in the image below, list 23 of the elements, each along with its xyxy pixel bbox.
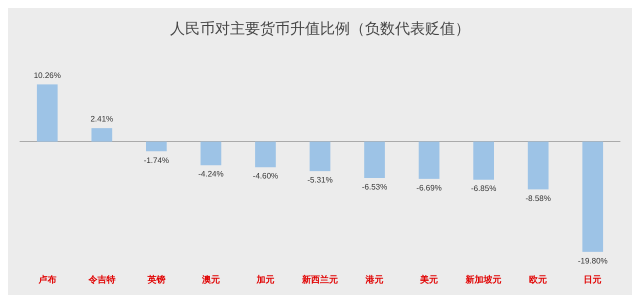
data-label: -8.58% [526, 194, 551, 203]
x-tick-label: 美元 [419, 274, 438, 284]
chart-title: 人民币对主要货币升值比例（负数代表贬值） [170, 20, 470, 38]
x-tick-label: 港元 [364, 274, 384, 284]
x-tick-label: 澳元 [200, 274, 220, 284]
data-label: -6.85% [470, 184, 496, 194]
x-tick-label: 日元 [584, 274, 602, 284]
data-label: -5.31% [307, 176, 333, 185]
x-tick-label: 令吉特 [87, 274, 116, 284]
x-tick-label: 英镑 [146, 274, 166, 284]
data-label: 2.41% [90, 114, 114, 124]
data-label: -4.24% [198, 170, 224, 179]
x-tick-label: 加元 [255, 274, 274, 284]
x-tick-label: 卢布 [37, 274, 56, 284]
data-label: -4.60% [252, 172, 278, 181]
x-tick-label: 新西兰元 [301, 274, 338, 284]
data-label: -6.69% [416, 183, 442, 192]
data-label: -19.80% [578, 256, 608, 266]
x-tick-label: 新加坡元 [464, 274, 502, 284]
x-tick-label: 欧元 [529, 274, 548, 284]
data-label: 10.26% [34, 70, 61, 80]
data-label: -1.74% [144, 156, 170, 165]
data-label: -6.53% [362, 182, 388, 192]
